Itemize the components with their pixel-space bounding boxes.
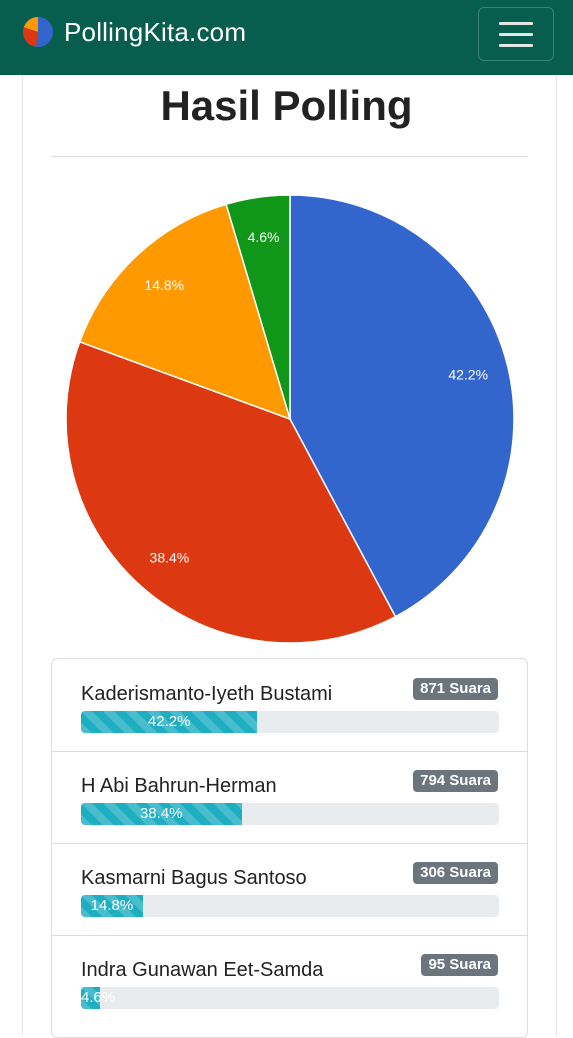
poll-pie-chart: 42.2% 38.4% 14.8% 4.6% bbox=[65, 194, 515, 644]
navbar: PollingKita.com bbox=[0, 0, 573, 75]
candidate-name: Kasmarni Bagus Santoso bbox=[81, 867, 307, 889]
vote-progress-fill: 38.4% bbox=[81, 803, 242, 825]
brand-link[interactable]: PollingKita.com bbox=[22, 16, 246, 48]
hamburger-menu-icon bbox=[499, 22, 533, 25]
result-row: Kaderismanto-Iyeth Bustami 871 Suara 42.2% bbox=[52, 659, 527, 752]
vote-progress-fill: 4.6% bbox=[81, 987, 115, 1009]
page-title: Hasil Polling bbox=[160, 82, 413, 129]
candidate-name: Kaderismanto-Iyeth Bustami bbox=[81, 683, 333, 705]
result-row: Kasmarni Bagus Santoso 306 Suara 14.8% bbox=[52, 843, 527, 936]
brand-name: PollingKita.com bbox=[64, 16, 247, 47]
result-row: H Abi Bahrun-Herman 794 Suara 38.4% bbox=[52, 751, 527, 844]
menu-toggle-button[interactable] bbox=[478, 7, 554, 61]
vote-progress-bar: 14.8% bbox=[81, 895, 499, 917]
vote-count-badge: 794 Suara bbox=[413, 770, 498, 792]
candidate-name: Indra Gunawan Eet-Samda bbox=[81, 959, 324, 981]
vote-count-badge: 871 Suara bbox=[413, 678, 498, 700]
result-row: Indra Gunawan Eet-Samda 95 Suara 4.6% bbox=[52, 935, 527, 1027]
pie-slice[interactable] bbox=[65, 340, 397, 644]
pie-slice[interactable] bbox=[289, 194, 515, 618]
pie-slice-label: 42.2% bbox=[448, 366, 488, 382]
hamburger-menu-icon bbox=[499, 44, 533, 47]
pie-chart-logo-icon bbox=[22, 17, 53, 47]
pie-slice-label: 38.4% bbox=[150, 550, 190, 566]
divider bbox=[51, 156, 528, 157]
pie-slice-label: 4.6% bbox=[248, 229, 280, 245]
hamburger-menu-icon bbox=[499, 33, 533, 36]
vote-progress-fill: 42.2% bbox=[81, 711, 258, 733]
pie-slice-label: 14.8% bbox=[144, 277, 184, 293]
vote-progress-bar: 38.4% bbox=[81, 803, 499, 825]
pie-slice[interactable] bbox=[225, 194, 291, 420]
results-list: Kaderismanto-Iyeth Bustami 871 Suara 42.2%… bbox=[51, 658, 528, 1038]
vote-progress-bar: 42.2% bbox=[81, 711, 499, 733]
candidate-name: H Abi Bahrun-Herman bbox=[81, 775, 277, 797]
pie-slice[interactable] bbox=[78, 203, 292, 421]
vote-progress-fill: 14.8% bbox=[81, 895, 143, 917]
results-card bbox=[22, 75, 557, 1035]
vote-progress-bar: 4.6% bbox=[81, 987, 499, 1009]
vote-count-badge: 95 Suara bbox=[421, 954, 498, 976]
vote-count-badge: 306 Suara bbox=[413, 862, 498, 884]
